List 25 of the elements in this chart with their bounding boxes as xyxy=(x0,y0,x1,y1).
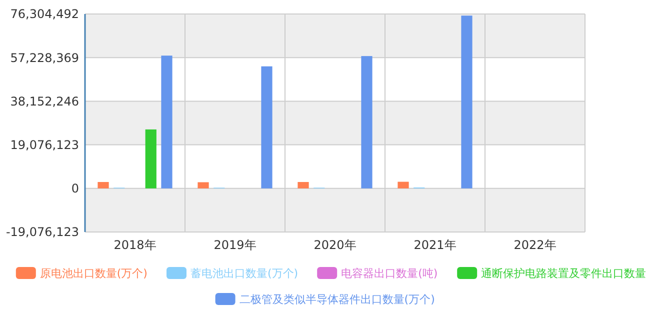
bar xyxy=(398,182,409,188)
bar xyxy=(261,66,272,188)
y-tick-label: 76,304,492 xyxy=(10,7,79,22)
x-tick-label: 2019年 xyxy=(214,238,256,252)
bar xyxy=(145,129,156,188)
bar xyxy=(298,182,309,188)
bar xyxy=(361,56,372,188)
y-tick-label: 38,152,246 xyxy=(10,94,79,108)
legend-label: 蓄电池出口数量(万个) xyxy=(190,266,298,280)
legend-label: 通断保护电路装置及零件出口数量 xyxy=(481,266,646,280)
x-tick-label: 2018年 xyxy=(114,238,156,252)
bar xyxy=(161,56,172,188)
legend-label: 二极管及类似半导体器件出口数量(万个) xyxy=(239,292,435,306)
bar xyxy=(461,16,472,188)
legend-label: 原电池出口数量(万个) xyxy=(40,266,148,280)
y-tick-label: -19,076,123 xyxy=(6,225,79,240)
bar xyxy=(98,182,109,188)
y-tick-label: 0 xyxy=(71,182,79,196)
x-tick-label: 2021年 xyxy=(414,238,456,252)
legend-label: 电容器出口数量(吨) xyxy=(341,266,438,280)
x-tick-label: 2022年 xyxy=(514,238,556,252)
y-tick-label: 19,076,123 xyxy=(10,138,79,152)
x-tick-label: 2020年 xyxy=(314,238,356,252)
y-tick-label: 57,228,369 xyxy=(10,50,79,65)
bar xyxy=(198,182,209,188)
